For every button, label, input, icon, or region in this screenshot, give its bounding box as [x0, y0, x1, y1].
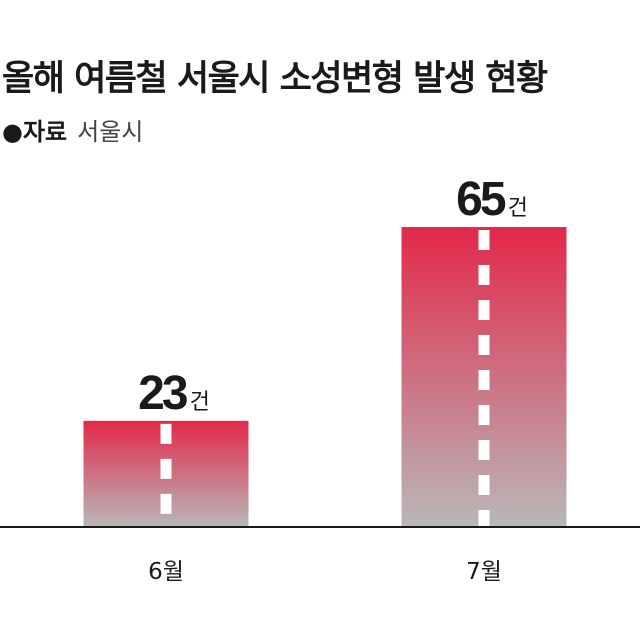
lane-dash	[160, 458, 172, 479]
lane-dash	[478, 370, 490, 390]
chart-title: 올해 여름철 서울시 소성변형 발생 현황	[2, 59, 548, 99]
lane-dash	[478, 265, 490, 285]
data-label-6월: 23 건	[138, 367, 210, 420]
lane-dash	[478, 335, 490, 355]
lane-dash	[478, 230, 490, 250]
x-tick-label-6월: 6월	[148, 559, 184, 585]
lane-dash	[478, 440, 490, 460]
lane-dash	[160, 493, 172, 514]
lane-dash	[160, 423, 172, 444]
x-tick-label-7월: 7월	[466, 559, 502, 585]
lane-dash	[478, 475, 490, 495]
source-note: ●자료 서울시	[2, 120, 143, 144]
lane-dash	[478, 300, 490, 320]
source-label: 자료	[22, 118, 68, 146]
source-value: 서울시	[77, 118, 144, 146]
data-label-7월: 65 건	[456, 173, 528, 226]
source-bullet: ●	[2, 118, 23, 146]
lane-dash	[478, 405, 490, 425]
lane-dash	[478, 510, 490, 527]
